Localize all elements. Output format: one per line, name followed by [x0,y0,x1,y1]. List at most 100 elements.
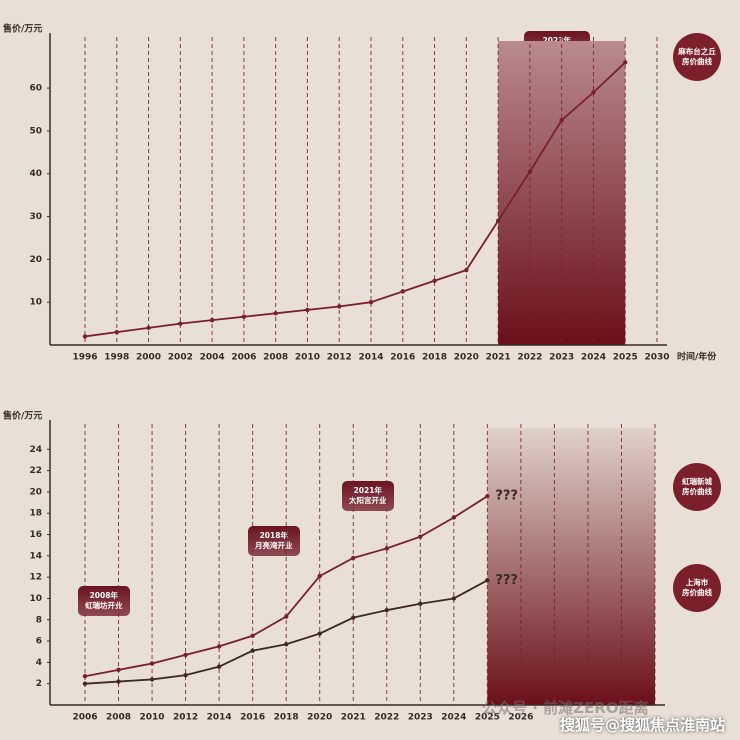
x-tick-label: 2010 [295,353,320,363]
y-tick-label: 40 [29,169,42,179]
x-tick-label: 1998 [104,353,129,363]
x-tick-label: 2026 [508,713,533,723]
data-point [485,493,490,499]
data-point [384,546,389,551]
data-point [216,664,222,669]
data-point [451,596,457,601]
y-tick-label: 18 [29,509,42,519]
y-tick-label: 12 [29,573,42,583]
y-tick-label: 16 [29,530,42,540]
data-point [418,534,423,539]
x-tick-label: 2020 [307,713,332,723]
data-point [250,648,255,653]
data-point [149,661,155,666]
y-tick-label: 6 [36,637,42,647]
x-tick-label: 2000 [136,353,161,363]
watermark: 搜狐号@搜狐焦点淮南站 [560,716,726,734]
data-point [116,679,121,684]
x-tick-label: 2020 [454,353,479,363]
data-point [250,633,255,638]
data-point [82,681,88,686]
y-tick-label: 10 [29,298,42,308]
x-tick-label: 2010 [140,713,165,723]
y-tick-label: 14 [29,551,42,561]
annotation: 2008年 虹瑞坊开业 [78,586,130,617]
end-label: ??? [495,489,518,504]
data-point [283,614,289,619]
x-tick-label: 2012 [327,353,352,363]
y-tick-label: 2 [36,679,42,689]
data-point [114,329,119,335]
x-tick-label: 2021 [486,353,511,363]
x-tick-label: 2022 [374,713,399,723]
y-tick-label: 60 [29,84,42,94]
data-point [216,644,222,649]
x-tick-label: 2008 [106,713,131,723]
data-point [451,515,457,520]
y-tick-label: 30 [29,212,42,222]
data-point [317,631,322,636]
data-point [283,642,289,647]
data-point [183,672,188,678]
data-point [183,652,188,658]
x-tick-label: 2002 [168,353,193,363]
x-tick-label: 2018 [274,713,299,723]
x-tick-label: 2006 [72,713,97,723]
y-axis-label: 售价/万元 [2,410,42,422]
x-tick-label: 1996 [72,353,97,363]
x-tick-label: 2006 [231,353,256,363]
data-point [305,307,310,313]
highlight-band [487,428,655,705]
x-tick-label: 2022 [517,353,542,363]
data-point [82,334,88,339]
x-tick-label: 2008 [263,353,288,363]
annotation: 2018年 月亮湾开业 [248,526,300,557]
x-tick-label: 2018 [422,353,447,363]
data-point [82,674,88,679]
y-tick-label: 50 [29,126,42,136]
series-line [84,61,626,338]
data-point [527,169,533,174]
legend-badge: 麻布台之丘 房价曲线 [673,33,721,81]
data-point [337,304,342,309]
x-tick-label: 2004 [200,353,225,363]
data-point [241,314,247,319]
data-point [368,299,374,305]
end-label: ??? [495,573,518,588]
y-tick-label: 22 [29,466,42,476]
x-axis-label: 时间/年份 [677,351,717,363]
data-point [116,667,121,673]
data-point [418,601,423,606]
data-point [273,311,278,316]
y-tick-label: 4 [36,658,42,668]
data-point [400,289,405,294]
y-tick-label: 8 [36,615,42,625]
y-tick-label: 20 [29,487,42,497]
data-point [317,573,322,579]
x-tick-label: 2023 [408,713,433,723]
data-point [209,317,215,323]
x-tick-label: 2014 [358,353,383,363]
data-point [351,555,356,561]
x-tick-label: 2030 [644,353,669,363]
x-tick-label: 2014 [207,713,232,723]
data-point [591,90,596,95]
data-point [178,321,183,326]
data-point [559,118,564,123]
annotation: 2021年 太阳宫开业 [342,481,394,512]
x-tick-label: 2023 [549,353,574,363]
x-tick-label: 2024 [581,353,606,363]
x-tick-label: 2024 [441,713,466,723]
data-point [485,578,490,583]
watermark: 公众号 · 前滩ZERO距离 [482,699,649,717]
data-point [146,325,151,331]
y-tick-label: 24 [29,445,42,455]
x-tick-label: 2012 [173,713,198,723]
y-axis-label: 售价/万元 [2,23,42,35]
legend-badge: 上海市 房价曲线 [673,564,721,612]
data-point [384,607,389,613]
x-tick-label: 2025 [613,353,638,363]
data-point [623,60,628,65]
legend-badge: 虹瑞新城 房价曲线 [673,463,721,511]
